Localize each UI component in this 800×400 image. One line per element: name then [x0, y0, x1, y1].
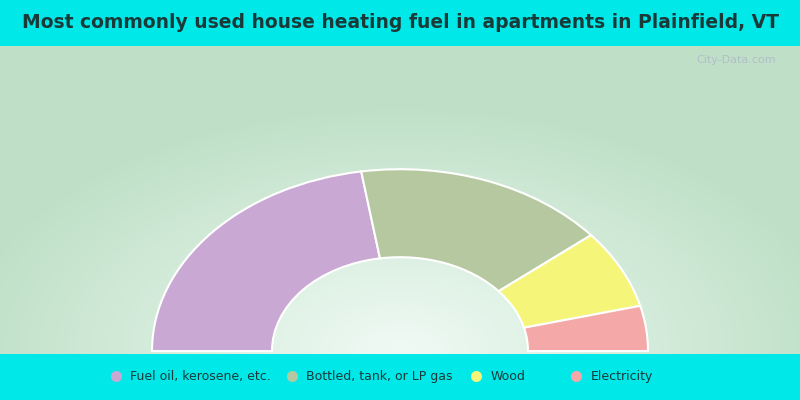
Text: Bottled, tank, or LP gas: Bottled, tank, or LP gas — [306, 370, 453, 382]
Text: Electricity: Electricity — [590, 370, 653, 382]
Wedge shape — [498, 235, 640, 328]
Wedge shape — [362, 169, 591, 291]
Text: City-Data.com: City-Data.com — [696, 55, 776, 65]
Text: Wood: Wood — [490, 370, 526, 382]
Text: Fuel oil, kerosene, etc.: Fuel oil, kerosene, etc. — [130, 370, 271, 382]
Wedge shape — [524, 306, 648, 351]
Text: Most commonly used house heating fuel in apartments in Plainfield, VT: Most commonly used house heating fuel in… — [22, 14, 778, 32]
Wedge shape — [152, 172, 380, 351]
